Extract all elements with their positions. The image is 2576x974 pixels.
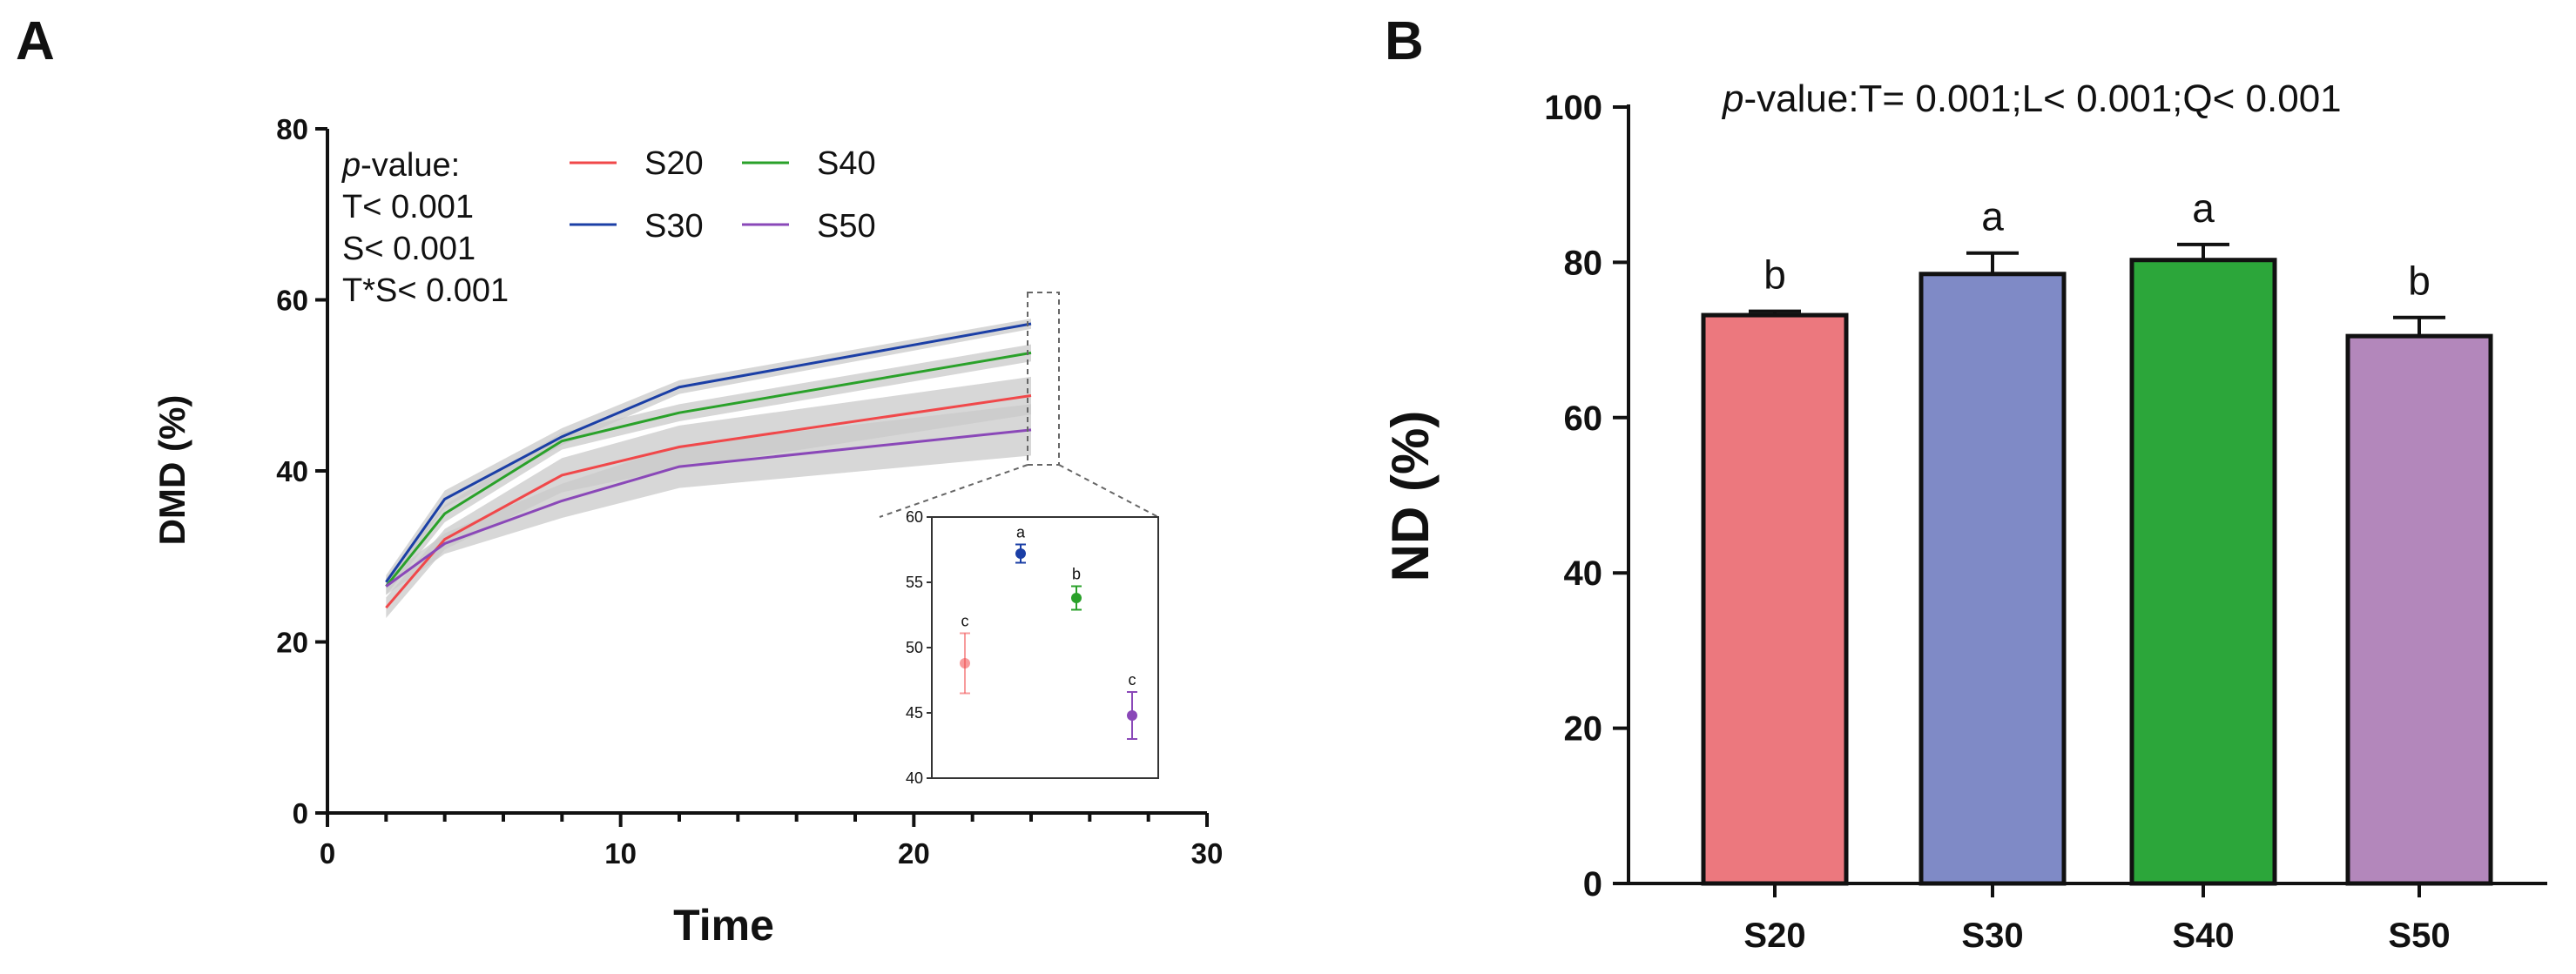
series-lines: [385, 322, 1032, 609]
bar-s50: [2345, 333, 2493, 886]
zoom-connector-right: [1058, 464, 1159, 518]
y-tick-label-60: 60: [276, 285, 308, 317]
bar-s40: [2129, 258, 2277, 886]
x-tick-label-30: 30: [1191, 837, 1224, 870]
y-tick-label-40: 40: [276, 455, 308, 487]
line-s50: [385, 428, 1032, 588]
pvalue-line-t: T< 0.001: [342, 189, 474, 225]
pvalue-line-ts: T*S< 0.001: [342, 272, 509, 309]
inset-y-tick-label-55: 55: [906, 574, 923, 591]
inset-letter-s30: a: [1016, 524, 1026, 541]
y-axis-title: DMD (%): [152, 395, 192, 546]
legend-label-s30: S30: [644, 208, 704, 245]
inset-points: c a b c: [960, 524, 1137, 740]
b-y-tick-label-0: 0: [1583, 865, 1602, 903]
line-s30: [385, 322, 1032, 583]
axis-ticks-b: 0 20 40 60 80 100 S20 S30 S40 S50: [1544, 89, 2450, 955]
sig-letter-s50: b: [2408, 259, 2431, 304]
b-y-tick-label-80: 80: [1564, 244, 1603, 282]
bar-chart-panel-b: p-value:T= 0.001;L< 0.001;Q< 0.001 b a ab …: [1381, 77, 2547, 955]
line-chart-panel-a: 0 20 40 60 80 0 10 20 30 DMD (%) Time p-value: T…: [152, 113, 1223, 950]
pvalue-b-p: p: [1721, 77, 1743, 120]
x-tick-label-10: 10: [604, 837, 637, 870]
inset-chart: 40 45 50 55 60 c a b c: [906, 508, 1159, 787]
category-label-s20: S20: [1743, 917, 1805, 955]
zoom-region-box: [1027, 292, 1060, 466]
inset-point-s30: [1015, 548, 1026, 559]
inset-y-tick-label-50: 50: [906, 639, 923, 656]
b-y-tick-label-20: 20: [1564, 710, 1603, 749]
bars: b a a b: [1701, 185, 2493, 886]
bar-s20: [1701, 312, 1849, 886]
sig-letter-s30: a: [1981, 194, 2004, 239]
inset-point-s20: [960, 658, 970, 668]
pvalue-p: p: [341, 147, 361, 184]
inset-point-s40: [1071, 593, 1082, 603]
line-s20: [385, 394, 1032, 609]
legend-label-s20: S20: [644, 145, 704, 182]
category-label-s40: S40: [2172, 917, 2234, 955]
band-s30: [386, 319, 1031, 589]
y-axis-title-b: ND (%): [1381, 411, 1440, 582]
inset-y-tick-label-45: 45: [906, 704, 923, 722]
band-s50: [386, 404, 1031, 595]
pvalue-suffix: -value:: [361, 147, 460, 184]
b-y-tick-label-40: 40: [1564, 554, 1603, 593]
x-tick-label-20: 20: [898, 837, 930, 870]
inset-letter-s20: c: [961, 613, 969, 630]
inset-letter-s40: b: [1072, 566, 1081, 583]
pvalue-b-suffix: -value:T= 0.001;L< 0.001;Q< 0.001: [1743, 77, 2341, 120]
inset-letter-s50: c: [1129, 671, 1136, 689]
pvalue-b: p-value:T= 0.001;L< 0.001;Q< 0.001: [1721, 77, 2342, 120]
legend: S20 S30 S40 S50: [570, 145, 876, 245]
x-tick-label-0: 0: [320, 837, 335, 870]
pvalue-heading: p-value:: [341, 147, 460, 184]
inset-y-tick-label-40: 40: [906, 769, 923, 787]
panel-a-label: A: [16, 11, 55, 71]
y-tick-label-80: 80: [276, 113, 308, 145]
category-label-s50: S50: [2388, 917, 2450, 955]
y-tick-label-20: 20: [276, 627, 308, 659]
inset-ticks: 40 45 50 55 60: [906, 508, 932, 787]
inset-point-s50: [1127, 710, 1137, 721]
b-y-tick-label-100: 100: [1544, 89, 1602, 127]
sig-letter-s20: b: [1763, 252, 1786, 298]
legend-label-s50: S50: [817, 208, 876, 245]
category-label-s30: S30: [1961, 917, 2023, 955]
pvalue-line-s: S< 0.001: [342, 231, 475, 267]
bar-s30: [1919, 272, 2067, 886]
y-tick-label-0: 0: [293, 797, 308, 830]
b-y-tick-label-60: 60: [1564, 400, 1603, 438]
inset-y-tick-label-60: 60: [906, 508, 923, 526]
legend-label-s40: S40: [817, 145, 876, 182]
zoom-connector-left: [879, 464, 1028, 518]
line-s40: [385, 351, 1032, 588]
panel-b-label: B: [1385, 11, 1424, 71]
axis-ticks: 0 20 40 60 80 0 10 20 30: [276, 113, 1223, 870]
sig-letter-s40: a: [2192, 185, 2215, 231]
x-axis-title: Time: [673, 901, 774, 950]
